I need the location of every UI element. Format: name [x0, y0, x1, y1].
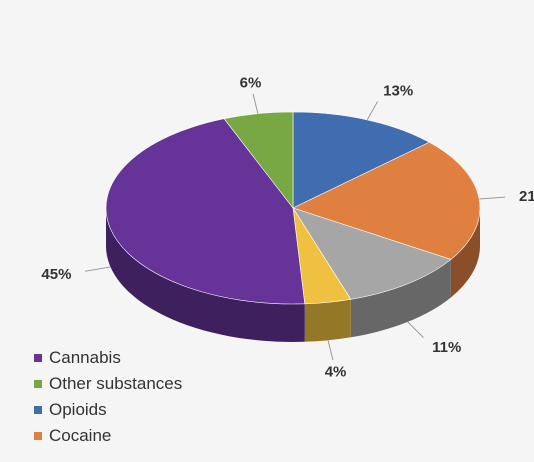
legend-swatch [34, 406, 42, 414]
data-label-0: 45% [41, 266, 71, 283]
legend-label: Cocaine [49, 426, 112, 445]
pie-slice-4 [292, 207, 452, 300]
legend-item-0: Cannabis [34, 345, 182, 371]
legend-item-1: Other substances [34, 371, 182, 397]
leader-line-5 [327, 340, 334, 361]
legend-swatch [34, 354, 42, 362]
legend-label: Other substances [49, 374, 183, 393]
pie-sides [106, 208, 480, 342]
pie-tops [105, 111, 481, 305]
legend-swatch [34, 432, 42, 440]
pie-side-5 [304, 299, 351, 342]
pie-side-0 [106, 208, 305, 342]
leader-line-1 [252, 93, 259, 114]
pie-side-4 [350, 259, 451, 338]
leader-line-4 [407, 321, 424, 339]
leader-line-2 [366, 101, 379, 121]
data-label-4: 11% [432, 339, 461, 356]
pie-side-3 [450, 208, 480, 298]
data-label-1: 6% [240, 74, 262, 91]
pie-slice-3 [292, 141, 481, 260]
data-label-2: 13% [383, 83, 413, 100]
legend-swatch [34, 380, 42, 388]
legend: Cannabis Other substances Opioids Cocaine [34, 345, 182, 449]
leader-line-3 [479, 196, 506, 200]
legend-item-2: Opioids [34, 397, 182, 423]
pie-slice-1 [223, 111, 294, 209]
data-label-5: 4% [325, 364, 347, 381]
pie-slice-0 [105, 118, 306, 305]
pie-labels: 13% 21% 11% 4% 45% 6% [41, 74, 534, 380]
legend-item-3: Cocaine [34, 423, 182, 449]
data-label-3: 21% [519, 188, 534, 205]
legend-label: Cannabis [49, 348, 121, 367]
leader-line-0 [85, 266, 111, 272]
legend-label: Opioids [49, 400, 107, 419]
